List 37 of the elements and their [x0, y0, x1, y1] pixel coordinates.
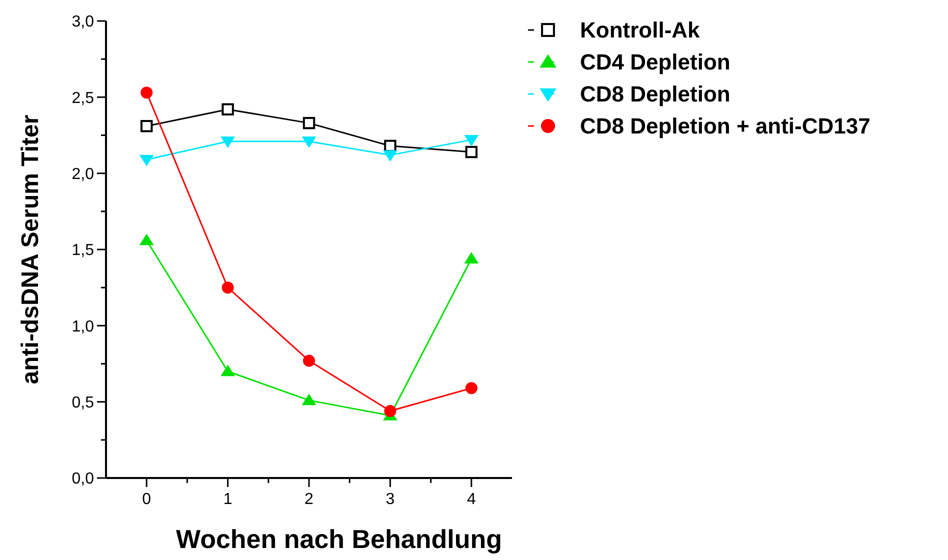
x-tick-label: 1 [223, 491, 232, 508]
point [140, 120, 153, 132]
point [302, 136, 316, 148]
y-tick-label: 2,0 [72, 166, 94, 183]
x-tick-label: 3 [386, 491, 395, 508]
point [220, 364, 235, 376]
x-tick-label: 2 [304, 491, 314, 508]
y-axis-title: anti-dsDNA Serum Titer [17, 114, 44, 384]
point [140, 86, 153, 99]
x-axis-title: Wochen nach Behandlung [176, 524, 502, 554]
point [220, 136, 235, 148]
y-tick-label: 1,5 [72, 242, 94, 260]
point [465, 382, 478, 394]
point [464, 135, 479, 146]
point [465, 146, 478, 158]
point [383, 150, 398, 162]
point [302, 394, 316, 406]
y-tick-label: 1,0 [72, 318, 94, 336]
point [139, 234, 154, 246]
point [384, 404, 396, 417]
legend-label: CD8 Depletion [580, 82, 730, 107]
legend-label: Kontroll-Ak [580, 18, 701, 43]
point [384, 140, 396, 152]
point [222, 282, 234, 294]
point [464, 252, 479, 264]
x-tick-label: 0 [142, 491, 152, 508]
y-tick-label: 3,0 [72, 14, 94, 31]
point [222, 103, 234, 116]
point [139, 154, 154, 166]
legend-label: CD4 Depletion [580, 50, 730, 75]
y-tick-label: 0,0 [72, 470, 94, 488]
y-tick-label: 0,5 [72, 394, 94, 412]
legend-label: CD8 Depletion + anti-CD137 [580, 114, 870, 139]
point [303, 354, 315, 367]
x-tick-label: 4 [466, 491, 476, 508]
point [302, 116, 316, 130]
y-tick-label: 2,5 [72, 90, 94, 107]
